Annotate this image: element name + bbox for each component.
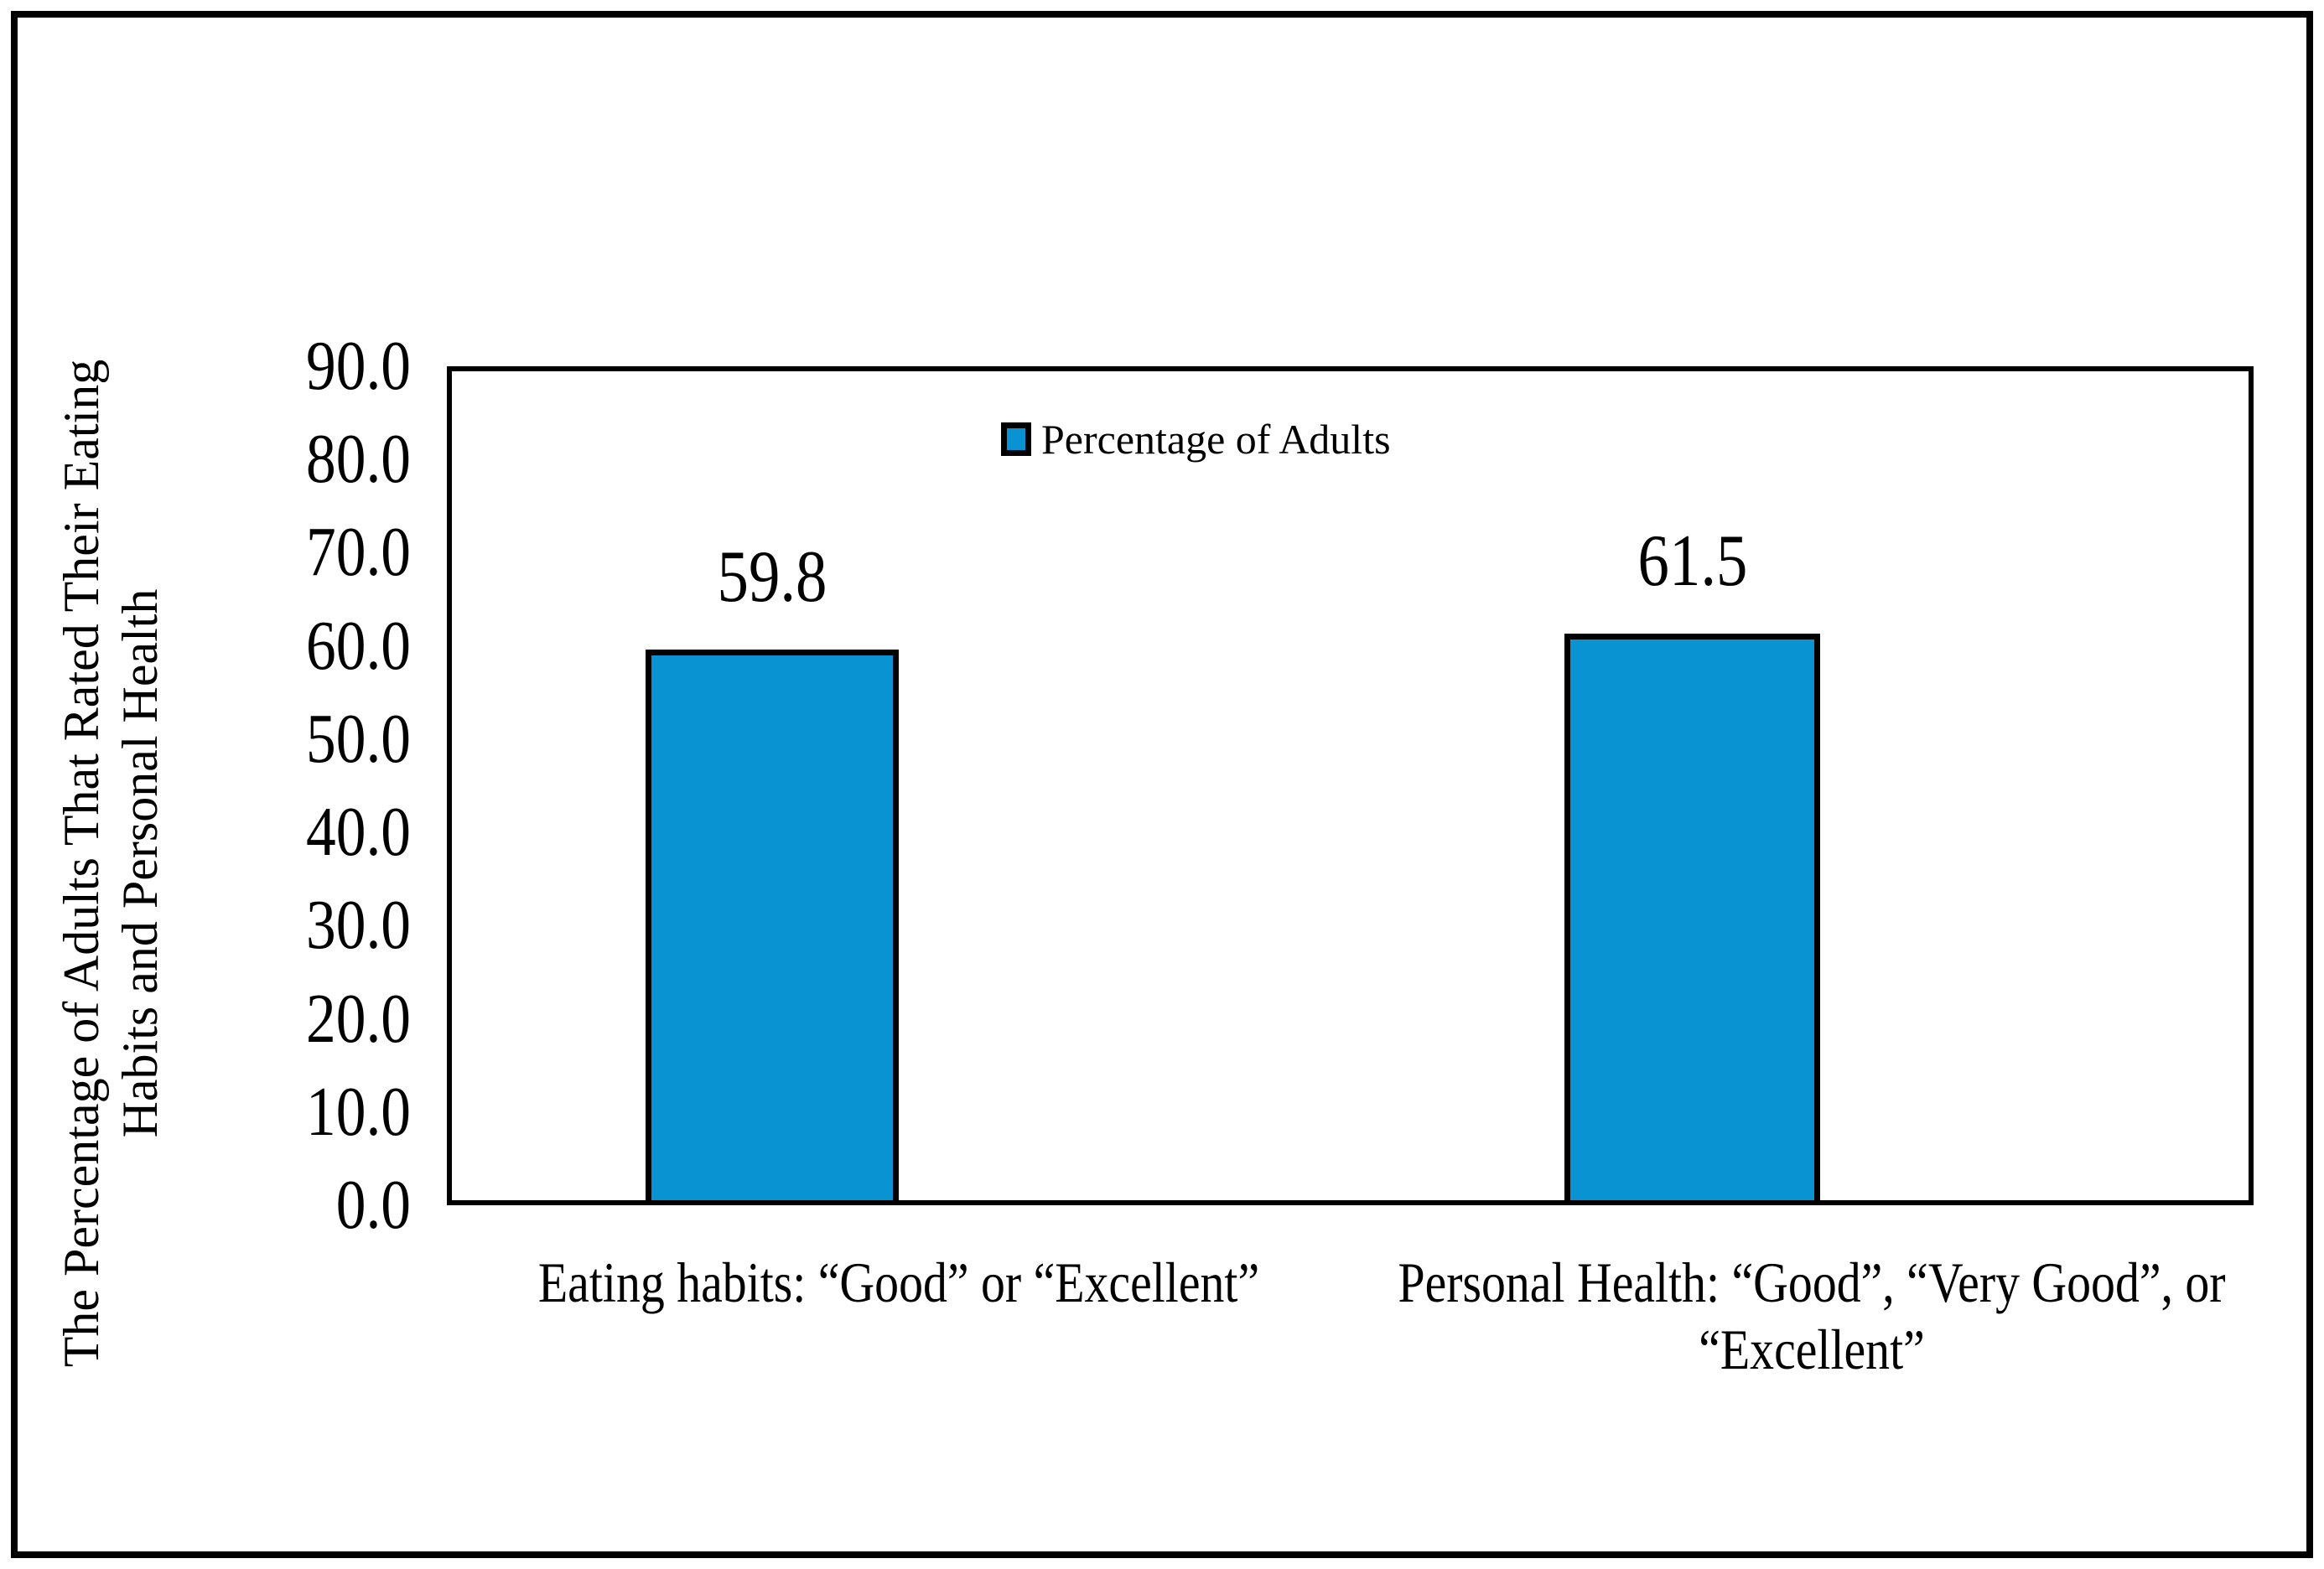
bar-value-label-personal-health: 61.5 [1637, 520, 1747, 603]
y-axis-tick-label: 30.0 [306, 886, 411, 965]
y-axis-tick-label: 60.0 [306, 606, 411, 685]
y-axis-tick-label: 40.0 [306, 793, 411, 872]
legend: Percentage of Adults [1001, 418, 1391, 460]
y-axis-tick-label: 20.0 [306, 979, 411, 1058]
y-axis-tick-label: 50.0 [306, 699, 411, 778]
bar-eating-habits [646, 649, 899, 1200]
legend-marker-icon [1001, 422, 1031, 456]
figure-frame: The Percentage of Adults That Rated Thei… [11, 11, 2313, 1558]
y-axis-tick-label: 10.0 [306, 1072, 411, 1151]
y-axis-title-line1: The Percentage of Adults That Rated Thei… [54, 359, 109, 1368]
bar-personal-health [1564, 634, 1820, 1200]
legend-label: Percentage of Adults [1041, 416, 1391, 463]
x-category-label-personal-health-line2: “Excellent” [1699, 1318, 1925, 1381]
plot-area: Percentage of Adults 59.8 61.5 [447, 366, 2254, 1205]
y-axis-tick-label: 90.0 [306, 327, 411, 405]
x-category-label-personal-health: Personal Health: “Good”, “Very Good”, or… [1398, 1249, 2225, 1383]
bar-value-label-eating-habits: 59.8 [717, 536, 827, 618]
y-axis-tick-label: 80.0 [306, 420, 411, 499]
y-axis-tick-label: 0.0 [335, 1166, 411, 1244]
y-axis-tick-labels: 90.0 80.0 70.0 60.0 50.0 40.0 30.0 20.0 10.0 0.0 [143, 331, 411, 1240]
x-category-label-personal-health-line1: Personal Health: “Good”, “Very Good”, or [1398, 1251, 2226, 1314]
y-axis-tick-label: 70.0 [306, 513, 411, 592]
x-category-label-eating-habits: Eating habits: “Good” or “Excellent” [537, 1251, 1260, 1314]
